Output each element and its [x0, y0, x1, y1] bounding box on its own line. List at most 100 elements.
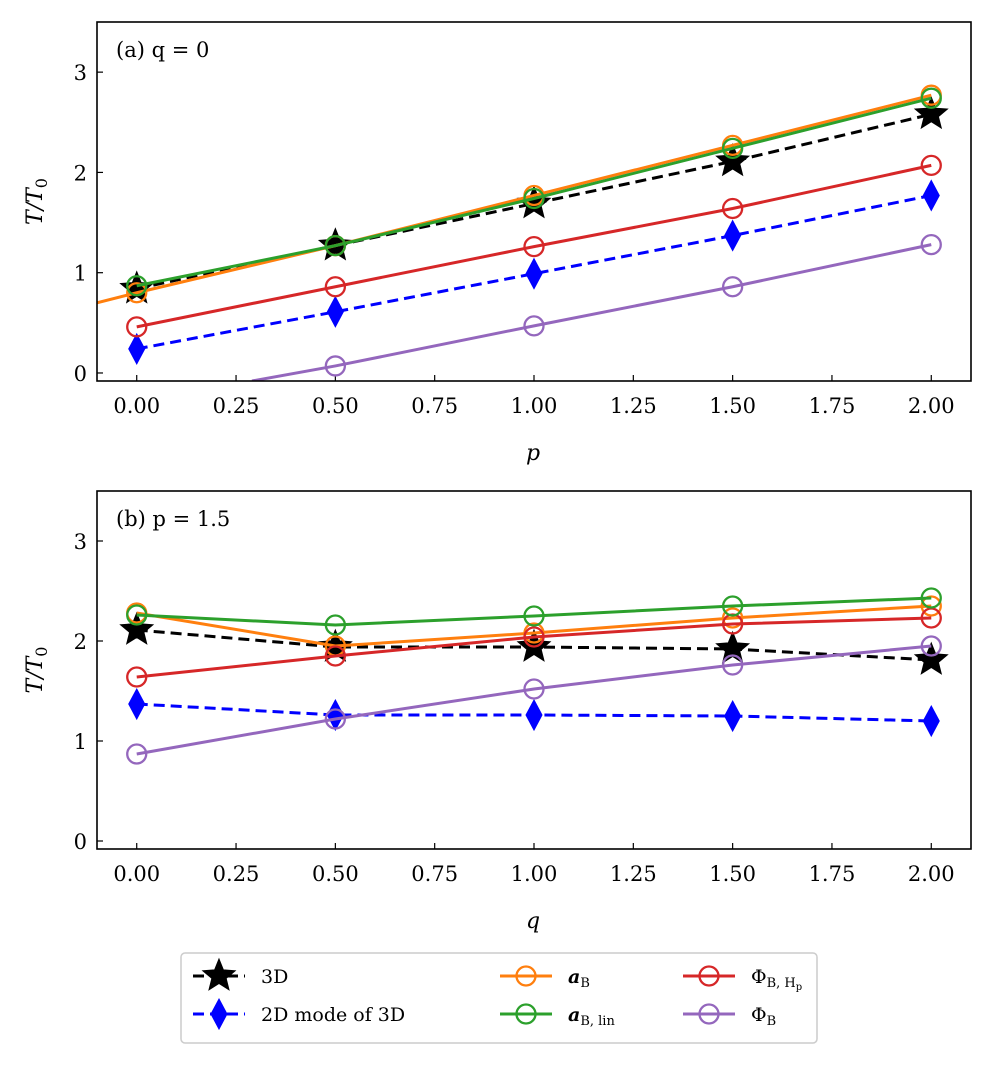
- data-point-PhiB: [920, 635, 942, 657]
- x-tick-label: 2.00: [908, 394, 955, 418]
- data-point-2D: [922, 179, 940, 212]
- data-point-3D: [317, 227, 353, 261]
- legend-label-PhiBHp: ΦB, Hp: [751, 966, 802, 993]
- y-tick-label: 0: [74, 830, 87, 854]
- series-aBlin: [126, 587, 942, 636]
- x-tick-label: 1.00: [511, 862, 558, 886]
- x-tick-label: 0.25: [213, 394, 260, 418]
- data-point-aB: [126, 282, 148, 304]
- data-point-aBlin: [523, 605, 545, 627]
- legend-entry-2D: 2D mode of 3D: [193, 997, 405, 1031]
- data-point-2D: [128, 687, 146, 721]
- data-point-aBlin: [126, 275, 148, 297]
- data-point-aBlin: [324, 234, 347, 257]
- data-point-PhiBHp: [126, 666, 148, 688]
- x-tick-label: 0.00: [113, 862, 160, 886]
- x-tick-label: 1.75: [809, 394, 856, 418]
- data-point-3D: [715, 630, 751, 664]
- data-point-PhiB: [324, 355, 347, 377]
- y-tick-label: 2: [74, 630, 87, 654]
- data-point-PhiB: [721, 654, 744, 676]
- series-line-PhiB: [136, 644, 932, 756]
- data-point-aBlin: [324, 614, 347, 636]
- y-axis-label: T/T0: [23, 647, 51, 694]
- series-line-aBlin: [136, 596, 932, 627]
- panel-label: (b) p = 1.5: [116, 507, 230, 531]
- data-point-aBlin: [721, 137, 744, 160]
- data-point-PhiB: [523, 678, 545, 700]
- x-axis-label: q: [526, 909, 540, 934]
- data-point-aBlin: [721, 595, 744, 617]
- x-axis-label: p: [526, 441, 540, 466]
- x-tick-label: 0.25: [213, 862, 260, 886]
- data-point-PhiB: [721, 276, 744, 298]
- legend-label-3D: 3D: [261, 966, 288, 988]
- data-point-PhiBHp: [324, 645, 347, 667]
- panel-b: 0.00 0.25 0.50 0.75 1.00 1.25 1.50 1.75 2.00 0 1 2 3…: [23, 490, 972, 934]
- legend-label-2D: 2D mode of 3D: [261, 1004, 405, 1026]
- legend-marker-PhiB: [698, 1003, 720, 1025]
- data-point-aBlin: [920, 587, 942, 609]
- series-PhiB: [251, 233, 942, 381]
- series-line-PhiBHp: [136, 163, 932, 329]
- data-point-PhiB: [126, 743, 148, 765]
- data-point-3D: [913, 95, 949, 130]
- y-tick-label: 2: [74, 161, 87, 185]
- data-point-aBlin: [126, 604, 148, 626]
- data-point-PhiB: [920, 233, 942, 256]
- axes-frame: [96, 21, 972, 382]
- x-tick-label: 1.25: [610, 862, 657, 886]
- legend-marker-aB: [515, 965, 537, 987]
- data-point-2D: [525, 257, 543, 290]
- plot-area: [119, 587, 949, 765]
- series-2D: [128, 179, 940, 365]
- legend-entry-PhiBHp: ΦB, Hp: [683, 965, 802, 993]
- data-point-PhiBHp: [126, 316, 148, 338]
- data-point-2D: [525, 698, 543, 732]
- data-point-3D: [715, 143, 751, 177]
- legend-entry-PhiB: ΦB: [683, 1003, 776, 1029]
- series-line-aBlin: [136, 96, 932, 288]
- legend-entry-aBlin: aB, lin: [500, 1003, 615, 1029]
- series-PhiBHp: [126, 607, 942, 688]
- x-tick-label: 1.50: [709, 394, 756, 418]
- axes-frame: [96, 490, 972, 850]
- x-tick-label: 1.00: [511, 394, 558, 418]
- series-2D: [128, 687, 940, 738]
- x-tick-label: 1.25: [610, 394, 657, 418]
- data-point-aBlin: [920, 87, 942, 109]
- data-point-2D: [724, 219, 742, 252]
- data-point-3D: [913, 641, 949, 675]
- panel-a: 0.00 0.25 0.50 0.75 1.00 1.25 1.50 1.75 2.00 0 1 2 3…: [23, 21, 972, 466]
- data-point-PhiB: [324, 708, 347, 730]
- data-point-aB: [721, 607, 744, 629]
- data-point-PhiBHp: [721, 197, 744, 220]
- legend-marker-3D: [201, 957, 237, 991]
- series-aBlin: [126, 87, 942, 297]
- legend-box: [180, 952, 818, 1044]
- y-tick-label: 3: [74, 530, 87, 554]
- legend-label-aB: aB: [568, 966, 590, 991]
- data-point-2D: [326, 295, 344, 328]
- data-point-aBlin: [523, 187, 545, 210]
- data-point-PhiBHp: [523, 235, 545, 258]
- data-point-3D: [119, 611, 155, 645]
- legend-entry-3D: 3D: [193, 957, 288, 991]
- x-tick-label: 0.75: [411, 862, 458, 886]
- x-tick-label: 0.50: [312, 862, 359, 886]
- y-tick-label: 1: [74, 730, 87, 754]
- x-tick-label: 0.00: [113, 394, 160, 418]
- data-point-2D: [724, 699, 742, 733]
- x-tick-label: 1.75: [809, 862, 856, 886]
- y-tick-label: 0: [74, 362, 87, 386]
- legend-marker-2D: [210, 997, 228, 1031]
- y-axis-label: T/T0: [23, 178, 51, 225]
- y-tick-label: 1: [74, 262, 87, 286]
- legend-marker-aBlin: [515, 1003, 537, 1025]
- data-point-2D: [128, 332, 146, 365]
- x-tick-label: 0.75: [411, 394, 458, 418]
- x-tick-label: 0.50: [312, 394, 359, 418]
- data-point-aB: [920, 595, 942, 617]
- data-point-PhiBHp: [523, 626, 545, 648]
